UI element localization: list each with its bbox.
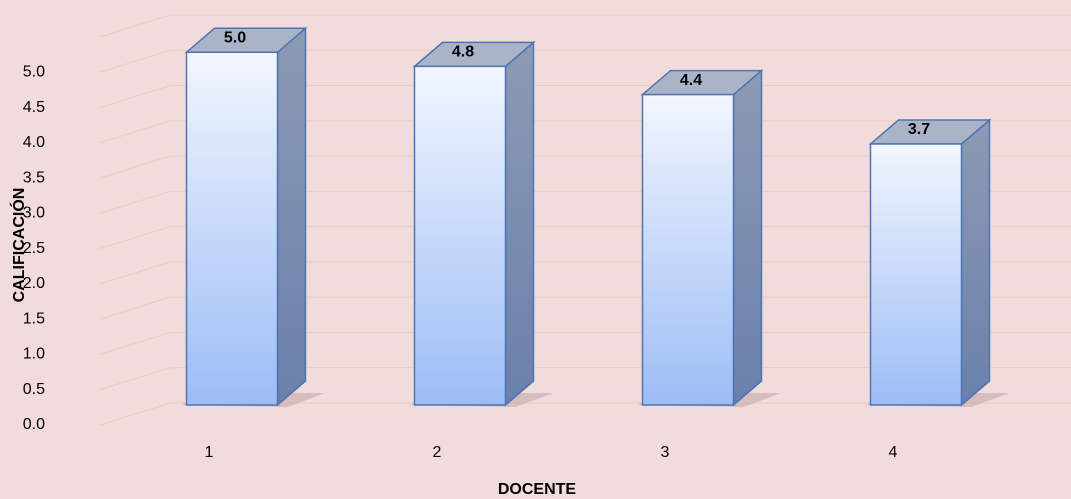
value-label: 3.7 <box>908 121 930 138</box>
bar <box>413 65 507 406</box>
grid-line <box>99 402 1071 426</box>
bar-side <box>732 68 763 407</box>
grid-line <box>99 226 1071 250</box>
value-label: 4.4 <box>680 72 702 89</box>
bar <box>869 143 963 406</box>
grid-line <box>99 120 1071 144</box>
bar <box>641 93 735 406</box>
y-tick-label: 5.0 <box>23 63 45 80</box>
x-tick-label: 4 <box>889 444 898 461</box>
grid-line <box>99 49 1071 73</box>
y-tick-label: 3.5 <box>23 169 45 186</box>
x-tick-label: 3 <box>661 444 670 461</box>
grid-line <box>99 155 1071 179</box>
y-tick-label: 2.0 <box>23 275 45 292</box>
grid-line <box>99 331 1071 355</box>
value-label: 4.8 <box>452 44 474 61</box>
y-tick-label: 1.0 <box>23 346 45 363</box>
grid-line <box>99 261 1071 285</box>
x-tick-label: 2 <box>433 444 442 461</box>
grid-line <box>99 190 1071 214</box>
value-label: 5.0 <box>224 29 246 46</box>
y-tick-label: 2.5 <box>23 240 45 257</box>
y-tick-label: 3.0 <box>23 205 45 222</box>
grid-line <box>99 14 1071 38</box>
bar-side <box>276 26 307 407</box>
y-tick-label: 4.5 <box>23 99 45 116</box>
x-tick-label: 1 <box>205 444 214 461</box>
bar-side <box>960 118 991 407</box>
grid-line <box>99 296 1071 320</box>
y-tick-label: 1.5 <box>23 310 45 327</box>
grid-line <box>99 367 1071 391</box>
x-axis-title: DOCENTE <box>498 481 577 498</box>
grid-line <box>99 85 1071 109</box>
y-tick-label: 0.5 <box>23 381 45 398</box>
y-tick-label: 4.0 <box>23 134 45 151</box>
y-tick-label: 0.0 <box>23 416 45 433</box>
bar <box>185 51 279 406</box>
bar-side <box>504 40 535 407</box>
y-axis-title: CALIFICACIÓN <box>9 188 28 303</box>
